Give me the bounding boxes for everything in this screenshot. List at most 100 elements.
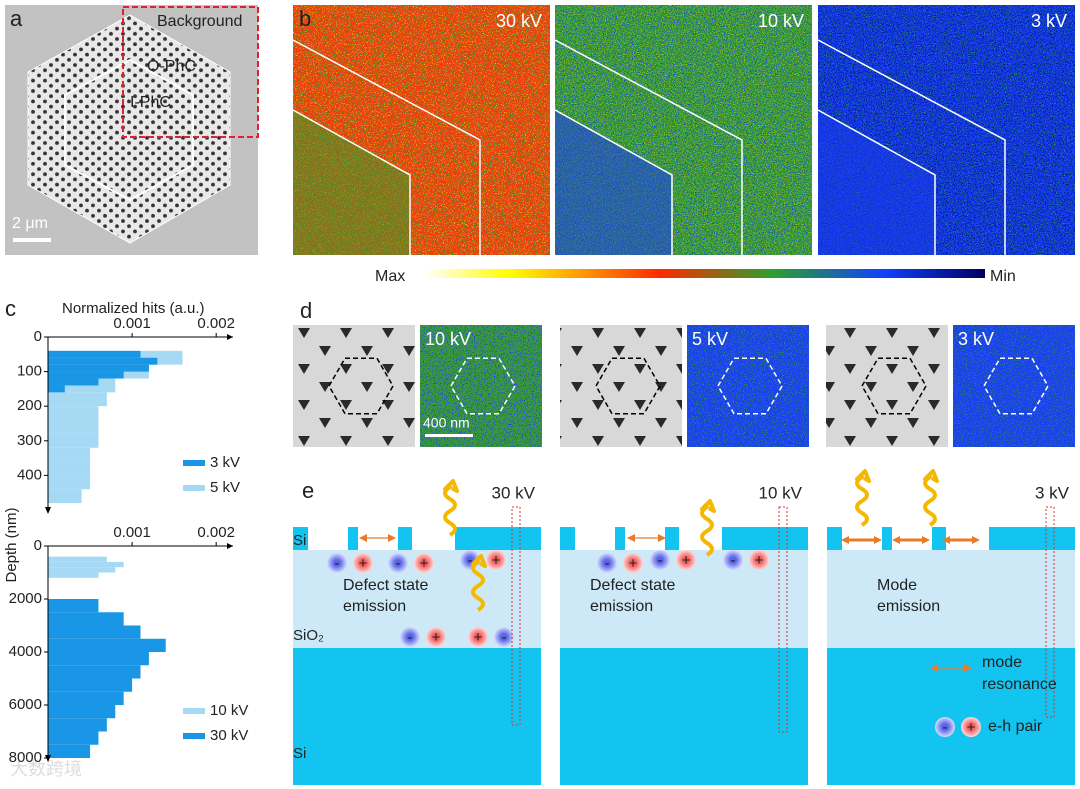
y-tick-label: 0: [34, 328, 42, 345]
histogram-bar: [48, 475, 91, 490]
arrow-head: [942, 536, 950, 544]
y-tick-label: 8000: [9, 749, 42, 766]
arrow-head: [892, 536, 900, 544]
histogram-bar: [48, 678, 133, 692]
x-tick-label: 0.001: [113, 315, 151, 332]
histogram-bar: [48, 561, 124, 568]
histogram-bar: [48, 625, 141, 639]
inner-region: [818, 110, 935, 255]
histogram-bar: [48, 567, 116, 573]
histogram-bar: [48, 385, 65, 393]
charge: +: [755, 552, 764, 569]
si-pillar: [560, 527, 575, 550]
y-tick-label: 2000: [9, 590, 42, 607]
sem-image: [560, 325, 682, 447]
si-substrate: [560, 648, 808, 785]
si-pillar: [455, 527, 541, 550]
histogram-bar: [48, 705, 116, 719]
arrow-head: [388, 534, 396, 542]
histogram-bar: [48, 357, 158, 365]
histogram-bar: [48, 691, 124, 705]
photon: [923, 469, 939, 527]
speckle: [953, 325, 1075, 447]
inner-boundary: [64, 58, 194, 202]
histogram-bar: [48, 556, 107, 562]
unit-cell: [595, 357, 661, 415]
voltage-label: 10 kV: [758, 11, 804, 31]
photonic-crystal: [27, 14, 231, 244]
y-tick-label: 100: [17, 363, 42, 380]
histogram-bar: [48, 350, 141, 358]
histogram-bar: [48, 638, 166, 652]
histogram-bar: [48, 612, 124, 626]
process-label: Defect state: [590, 577, 675, 594]
arrow-head: [930, 664, 938, 672]
y-tick-label: 200: [17, 397, 42, 414]
histogram-bar: [48, 572, 99, 578]
charge: -: [658, 552, 663, 569]
carrier: [723, 550, 743, 570]
arrow-head: [874, 536, 882, 544]
x-axis-title: Normalized hits (a.u.): [62, 300, 205, 317]
colorbar-label: Min: [990, 268, 1016, 285]
inner-region: [293, 110, 410, 255]
x-tick-label: 0.001: [113, 524, 151, 541]
layer-label: Si: [293, 532, 306, 549]
charge: +: [967, 719, 976, 736]
charge: +: [432, 629, 441, 646]
legend-label: e-h pair: [988, 718, 1043, 735]
process-label: emission: [343, 598, 406, 615]
arrow-head: [841, 536, 849, 544]
interaction-volume: [1045, 506, 1055, 718]
carrier: [935, 717, 955, 737]
charge: +: [682, 552, 691, 569]
carrier: [353, 553, 373, 573]
zoom-box: [122, 6, 259, 138]
carrier: [623, 553, 643, 573]
legend-label: 3 kV: [210, 454, 240, 471]
carrier: [327, 553, 347, 573]
panel-label: b: [299, 6, 311, 31]
panel-label: e: [302, 478, 314, 503]
speckle: [420, 325, 542, 447]
carrier: [468, 627, 488, 647]
region-label: Background: [157, 13, 242, 30]
arrow-head: [658, 534, 666, 542]
si-pillar: [665, 527, 679, 550]
histogram-bar: [48, 433, 99, 448]
process-label: emission: [877, 598, 940, 615]
legend-label: 5 kV: [210, 479, 240, 496]
si-pillar: [722, 527, 808, 550]
photon: [700, 499, 716, 557]
legend-label: 30 kV: [210, 727, 248, 744]
layer-label: SiO₂: [293, 627, 324, 644]
histogram-bar: [48, 652, 149, 666]
charge: -: [943, 719, 948, 736]
speckle: [687, 325, 809, 447]
charge: +: [474, 629, 483, 646]
interaction-volume: [511, 506, 521, 726]
content: a Background O-PhC I-PhC 2 μm Max Min c …: [3, 5, 1016, 779]
boundary: [292, 39, 481, 255]
panel-label: d: [300, 298, 312, 323]
voltage-label: 10 kV: [759, 483, 803, 502]
voltage-label: 5 kV: [692, 329, 728, 349]
voltage-label: 3 kV: [958, 329, 994, 349]
charge: -: [502, 629, 507, 646]
charge: -: [408, 629, 413, 646]
arrow-head: [922, 536, 930, 544]
y-tick-label: 6000: [9, 696, 42, 713]
histogram-bar: [48, 489, 82, 504]
carrier: [650, 550, 670, 570]
y-tick-label: 300: [17, 432, 42, 449]
boundary: [817, 39, 1006, 255]
unit-cell: [983, 357, 1049, 415]
si-substrate: [293, 648, 541, 785]
histogram-bar: [48, 718, 107, 732]
interaction-volume: [778, 506, 788, 733]
charge: +: [359, 555, 368, 572]
sem-image: [293, 325, 415, 447]
scale-label: 2 μm: [12, 215, 48, 232]
si-pillar: [348, 527, 358, 550]
